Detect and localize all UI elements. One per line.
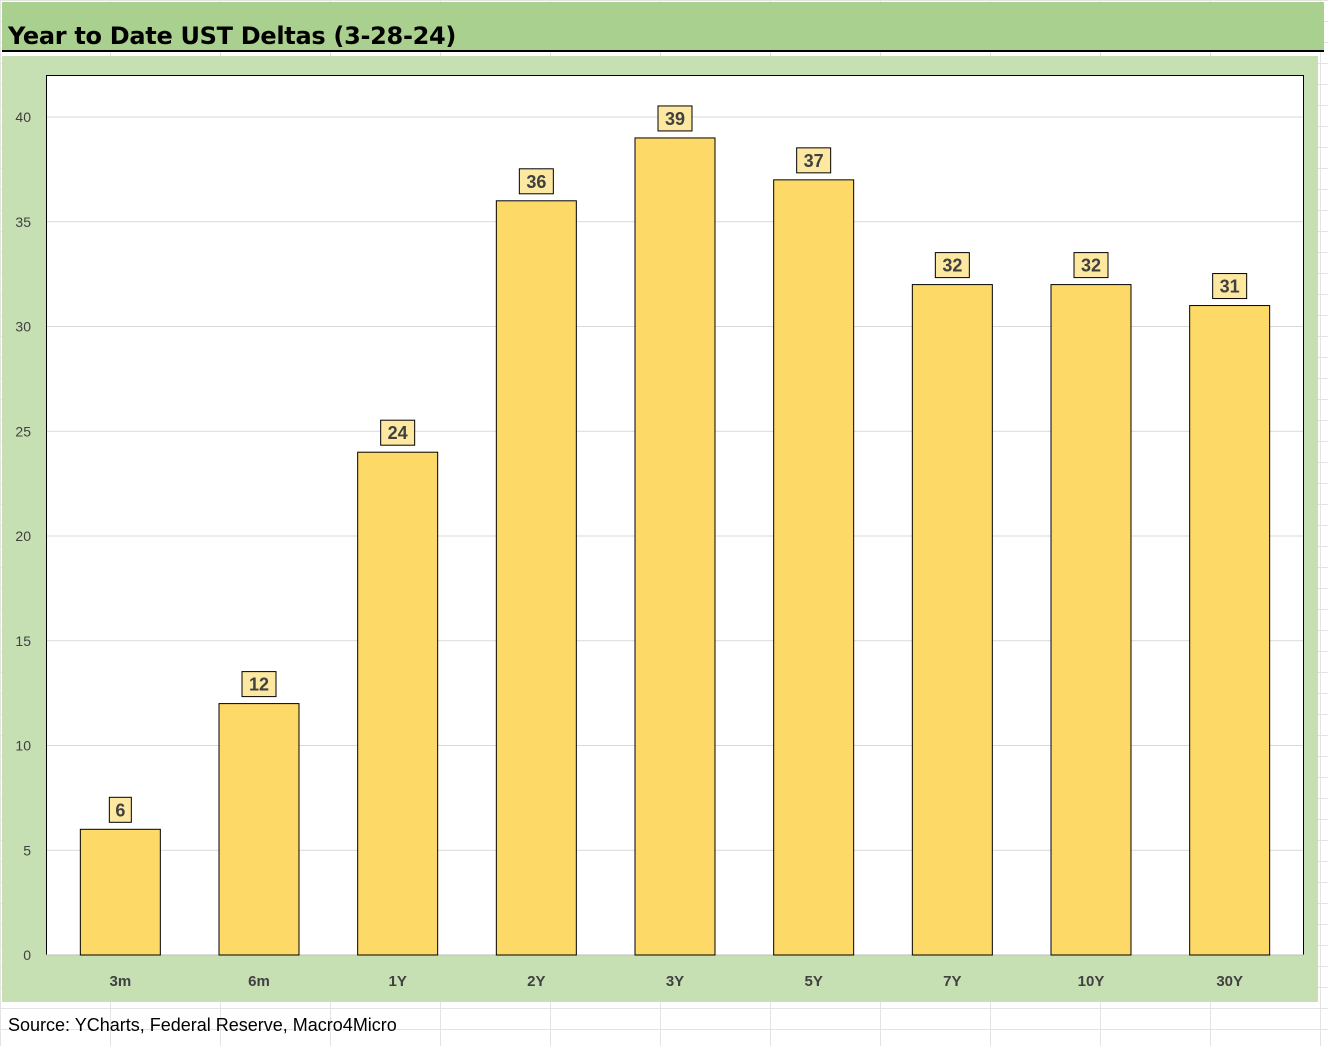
data-labels: 6 12 24 36 39 37 32 32 31 [108, 105, 1248, 823]
data-label-box [108, 796, 132, 823]
y-tick-label: 40 [15, 109, 31, 125]
title-bar: Year to Date UST Deltas (3-28-24) [2, 2, 1324, 52]
data-label-1Y: 24 [380, 419, 416, 446]
data-label-text: 31 [1220, 277, 1240, 297]
x-axis-ticks: 3m 6m 1Y 2Y 3Y 5Y 7Y 10Y 30Y [109, 973, 1243, 990]
y-tick-label: 25 [15, 423, 31, 439]
data-label-2Y: 36 [518, 168, 554, 195]
data-label-box [934, 252, 970, 279]
y-tick-label: 0 [23, 947, 31, 963]
data-label-box [1212, 273, 1248, 300]
bar-7Y [911, 284, 993, 956]
y-tick-label: 5 [23, 842, 31, 858]
bar-30Y [1189, 305, 1271, 956]
data-label-5Y: 37 [796, 147, 832, 174]
data-label-box [380, 419, 416, 446]
y-tick-label: 30 [15, 319, 31, 335]
data-label-box [657, 105, 693, 132]
data-label-30Y: 31 [1212, 273, 1248, 300]
data-label-3Y: 39 [657, 105, 693, 132]
y-axis-ticks: 0 5 10 15 20 25 30 35 40 [15, 109, 31, 963]
x-tick-label: 3m [109, 973, 131, 990]
data-label-text: 12 [249, 675, 269, 695]
data-label-box [241, 671, 277, 698]
y-tick-label: 10 [15, 738, 31, 754]
data-label-3m: 6 [108, 796, 132, 823]
source-note: Source: YCharts, Federal Reserve, Macro4… [8, 1015, 397, 1035]
bar-3m [79, 828, 161, 956]
data-label-text: 24 [388, 423, 408, 443]
data-label-text: 36 [526, 172, 546, 192]
bar-6m [218, 703, 300, 956]
data-label-text: 6 [115, 800, 125, 820]
data-label-10Y: 32 [1073, 252, 1109, 279]
chart-title: Year to Date UST Deltas (3-28-24) [8, 22, 457, 50]
data-label-7Y: 32 [934, 252, 970, 279]
y-tick-label: 35 [15, 214, 31, 230]
data-label-text: 37 [804, 151, 824, 171]
data-label-box [1073, 252, 1109, 279]
x-tick-label: 3Y [666, 973, 684, 990]
bar-10Y [1050, 284, 1132, 956]
x-tick-label: 2Y [527, 973, 545, 990]
data-label-text: 32 [942, 256, 962, 276]
x-tick-label: 10Y [1078, 973, 1105, 990]
data-label-box [518, 168, 554, 195]
bar-1Y [357, 451, 439, 956]
x-tick-label: 7Y [943, 973, 961, 990]
x-tick-label: 5Y [804, 973, 822, 990]
data-label-box [796, 147, 832, 174]
data-label-text: 32 [1081, 256, 1101, 276]
data-label-6m: 12 [241, 671, 277, 698]
x-tick-label: 6m [248, 973, 270, 990]
bars [79, 137, 1271, 956]
data-label-text: 39 [665, 109, 685, 129]
x-tick-label: 30Y [1216, 973, 1243, 990]
bar-2Y [495, 200, 577, 956]
bar-5Y [773, 179, 855, 956]
x-tick-label: 1Y [388, 973, 406, 990]
y-tick-label: 15 [15, 633, 31, 649]
y-tick-label: 20 [15, 528, 31, 544]
bar-3Y [634, 137, 716, 956]
